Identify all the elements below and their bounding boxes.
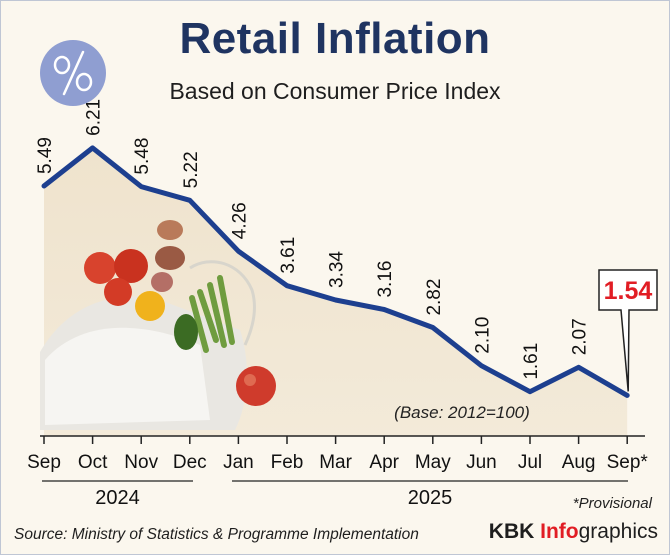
x-tick-label: Apr [369, 452, 399, 473]
x-tick-label: Oct [78, 452, 108, 473]
x-tick-label: Sep [27, 452, 61, 473]
data-value-label: 2.82 [424, 279, 445, 316]
percent-badge [40, 40, 106, 106]
data-value-label: 5.48 [132, 138, 153, 175]
source-note: Source: Ministry of Statistics & Program… [14, 526, 419, 543]
data-value-label: 6.21 [84, 99, 105, 136]
series-line [41, 145, 630, 398]
x-tick-label: Feb [271, 452, 304, 473]
data-value-label: 1.61 [521, 343, 542, 380]
data-value-label: 3.34 [327, 251, 348, 288]
brand-info: Info [540, 520, 579, 543]
x-tick-label: Mar [319, 452, 352, 473]
data-value-label: 4.26 [229, 202, 250, 239]
data-value-label: 5.49 [35, 137, 56, 174]
year-label-2025: 2025 [407, 487, 453, 509]
chart-title: Retail Inflation [179, 14, 491, 63]
x-tick-label: Aug [562, 452, 596, 473]
brand-kbk: KBK [488, 520, 541, 543]
x-tick-label: Sep* [607, 452, 649, 473]
brand-graphics: graphics [578, 520, 658, 543]
data-value-label: 2.10 [472, 317, 493, 354]
data-value-label: 3.16 [375, 261, 396, 298]
x-tick-label: Jan [223, 452, 254, 473]
percent-icon [53, 50, 93, 96]
highlight-value-label: 1.54 [604, 277, 653, 305]
year-label-2024: 2024 [95, 487, 140, 509]
x-tick-label: Nov [124, 452, 158, 473]
x-tick-label: May [415, 452, 451, 473]
x-tick-label: Jul [518, 452, 542, 473]
data-value-label: 2.07 [570, 318, 591, 355]
base-note: (Base: 2012=100) [394, 403, 530, 422]
data-value-label: 3.61 [278, 237, 299, 274]
provisional-note: *Provisional [572, 495, 652, 512]
x-tick-label: Jun [466, 452, 497, 473]
highlight-callout: 1.54 [598, 269, 658, 392]
brand-logo: KBK Infographics [489, 520, 658, 544]
callout-box [598, 269, 658, 392]
data-value-label: 5.22 [181, 151, 202, 188]
produce-bag-illustration [40, 220, 276, 430]
chart-subtitle: Based on Consumer Price Index [169, 78, 501, 104]
x-tick-label: Dec [173, 452, 207, 473]
